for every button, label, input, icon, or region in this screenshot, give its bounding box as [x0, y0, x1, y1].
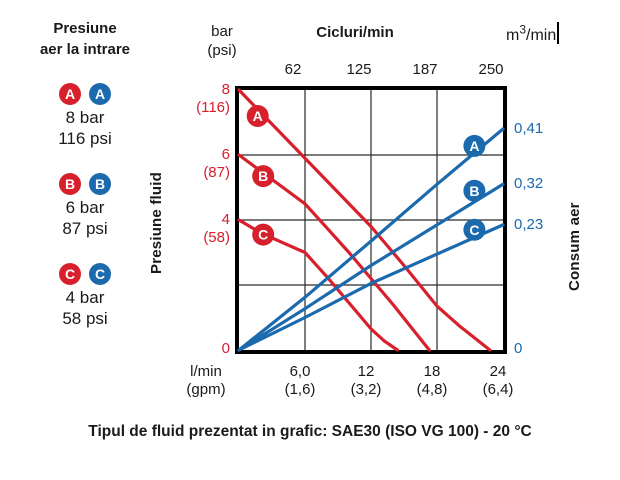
left-tick-zero: 0: [221, 340, 230, 357]
bottom-tick-12: 12 (3,2): [350, 363, 382, 398]
legend-pressure-bar: 4 bar: [65, 288, 105, 307]
marker-blue-C: C: [463, 218, 486, 241]
plot-border: [235, 86, 507, 354]
bottom-axis-unit: l/min (gpm): [186, 363, 225, 399]
marker-red-C: C: [252, 223, 275, 246]
red-C-badge-icon: C: [59, 263, 81, 285]
marker-letter: A: [253, 108, 263, 124]
marker-letter: C: [469, 222, 479, 238]
top-tick-250: 250: [478, 61, 504, 78]
bottom-tick-6,0: 6,0 (1,6): [284, 363, 316, 398]
blue-A-badge-icon: A: [89, 83, 111, 105]
left-tick-8: 8 (116): [196, 81, 230, 116]
right-axis-unit-sup: 3: [519, 22, 527, 37]
right-axis-unit-rest: /min: [526, 27, 557, 44]
left-tick-4: 4 (58): [203, 211, 230, 246]
top-tick-125: 125: [346, 61, 372, 78]
legend-pressure-psi: 87 psi: [62, 219, 108, 238]
legend-pressure-bar: 6 bar: [65, 198, 105, 217]
marker-circle-icon: [463, 134, 486, 157]
legend-pressure-psi: 116 psi: [58, 129, 112, 148]
blue-C-badge-icon: C: [89, 263, 111, 285]
marker-letter: B: [469, 183, 479, 199]
bottom-axis-unit-gpm: (gpm): [186, 381, 226, 398]
marker-blue-B: B: [463, 179, 486, 202]
legend-title-line2: aer la intrare: [39, 41, 131, 58]
right-axis-unit-base: m: [506, 27, 520, 44]
marker-circle-icon: [246, 105, 269, 127]
curve-blue-A: [237, 127, 505, 352]
blue-B-badge-icon: B: [89, 173, 111, 195]
bottom-tick-18: 18 (4,8): [416, 363, 448, 398]
curve-blue-B: [237, 182, 505, 352]
left-axis-unit-bar: bar: [211, 23, 233, 40]
top-tick-187: 187: [412, 61, 438, 78]
bottom-axis-unit-lmin: l/min: [190, 363, 222, 380]
top-tick-62: 62: [284, 61, 302, 78]
marker-blue-A: A: [463, 134, 486, 157]
marker-circle-icon: [463, 179, 486, 202]
plot-svg: A B C A B C: [235, 86, 507, 354]
left-axis-unit: bar (psi): [192, 22, 252, 60]
right-tick-0,41: 0,41: [514, 120, 544, 137]
legend-pressure-psi: 58 psi: [62, 309, 108, 328]
fluid-type-note: Tipul de fluid prezentat in grafic: SAE3…: [88, 423, 532, 440]
marker-letter: A: [469, 138, 479, 154]
legend-title-line1: Presiune: [53, 20, 117, 37]
marker-circle-icon: [252, 165, 275, 188]
legend-pressure-bar: 8 bar: [65, 108, 105, 127]
marker-circle-icon: [252, 223, 275, 246]
text-cursor: [557, 22, 560, 44]
left-axis-title: Presiune fluid: [148, 172, 165, 274]
bottom-tick-24: 24 (6,4): [482, 363, 514, 398]
marker-red-A: A: [246, 105, 269, 127]
right-axis-title: Consum aer: [566, 202, 583, 291]
curve-red-A: [237, 88, 492, 352]
right-tick-zero: 0: [514, 340, 523, 357]
top-axis-title: Cicluri/min: [316, 24, 394, 41]
left-axis-unit-psi: (psi): [207, 42, 237, 59]
marker-letter: C: [258, 227, 268, 243]
marker-circle-icon: [463, 218, 486, 241]
red-B-badge-icon: B: [59, 173, 81, 195]
legend-title: Presiune aer la intrare: [10, 18, 160, 60]
left-tick-6: 6 (87): [203, 146, 230, 181]
right-tick-0,32: 0,32: [514, 175, 544, 193]
red-A-badge-icon: A: [59, 83, 81, 105]
right-axis-unit: m3/min: [506, 22, 560, 45]
right-tick-0,23: 0,23: [514, 215, 544, 233]
marker-letter: B: [258, 168, 268, 184]
marker-red-B: B: [252, 165, 275, 188]
curve-blue-C: [237, 223, 505, 352]
